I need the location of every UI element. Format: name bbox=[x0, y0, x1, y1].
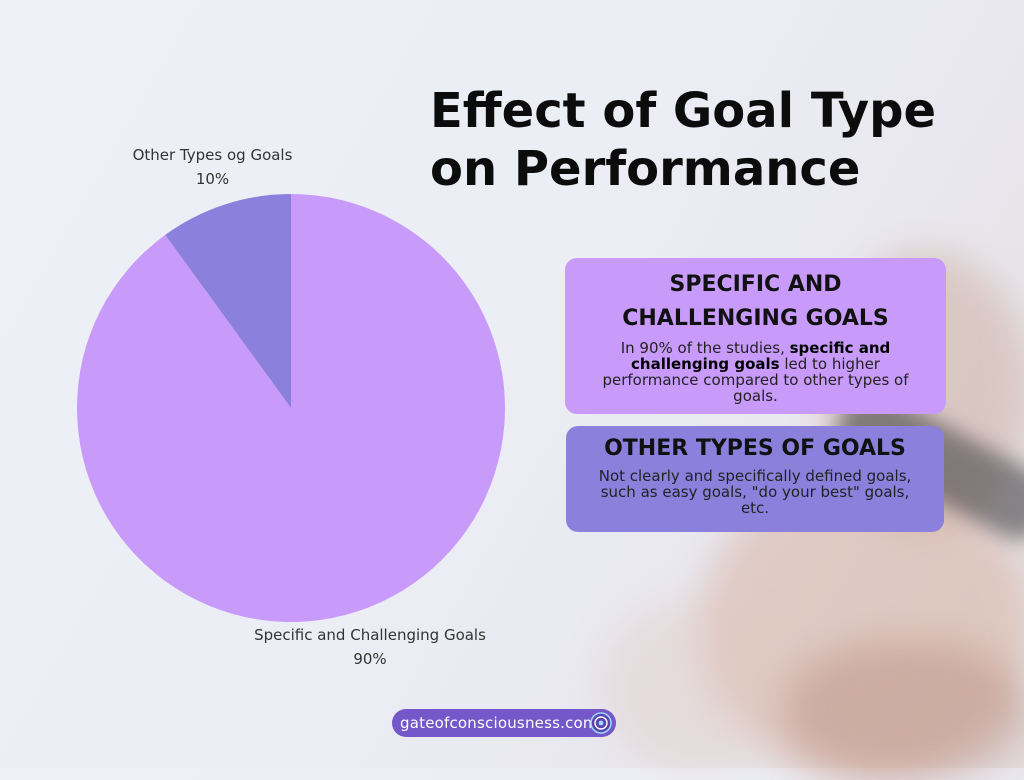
slice-name-specific: Specific and Challenging Goals bbox=[254, 626, 486, 644]
spiral-logo-icon bbox=[590, 712, 612, 734]
slice-name-other: Other Types og Goals bbox=[132, 146, 293, 164]
pie-svg bbox=[76, 194, 506, 622]
card-specific-text-end: led to higher performance compared to ot… bbox=[602, 355, 909, 405]
slice-value-other: 10% bbox=[195, 170, 230, 188]
pie-slice-other bbox=[165, 194, 291, 408]
card-other-heading: OTHER TYPES OF GOALS bbox=[604, 436, 906, 461]
site-url[interactable]: gateofconsciousness.com bbox=[400, 714, 598, 732]
slice-label-other: Other Types og Goals 10% bbox=[110, 143, 315, 191]
card-specific-text: In 90% of the studies, specific and chal… bbox=[589, 340, 922, 404]
site-link[interactable]: gateofconsciousness.com bbox=[392, 709, 616, 737]
card-specific-text-start: In 90% of the studies, bbox=[620, 339, 790, 357]
page-title: Effect of Goal Type on Performance bbox=[430, 83, 937, 197]
card-specific-heading: SPECIFIC AND CHALLENGING GOALS bbox=[622, 272, 889, 331]
card-specific-text-bold: specific and challenging goals bbox=[631, 339, 891, 373]
slice-value-specific: 90% bbox=[353, 650, 387, 668]
pie-chart: Other Types og Goals 10% Specific and Ch… bbox=[76, 143, 510, 671]
slice-label-specific: Specific and Challenging Goals 90% bbox=[230, 623, 510, 671]
card-other-text: Not clearly and specifically defined goa… bbox=[598, 467, 912, 517]
card-specific-goals: SPECIFIC AND CHALLENGING GOALS In 90% of… bbox=[565, 258, 946, 414]
card-other-goals: OTHER TYPES OF GOALS Not clearly and spe… bbox=[566, 426, 944, 532]
